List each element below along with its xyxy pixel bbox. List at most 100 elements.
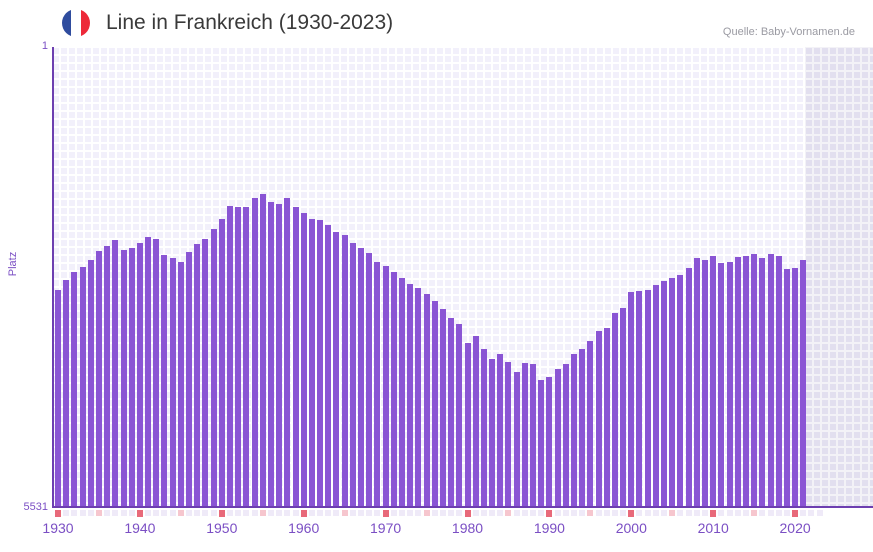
bar-1970[interactable] bbox=[382, 265, 389, 506]
bar-1999[interactable] bbox=[620, 308, 627, 506]
bar-1960[interactable] bbox=[300, 213, 307, 506]
bar-1950[interactable] bbox=[218, 218, 225, 506]
bar-1982[interactable] bbox=[480, 348, 487, 506]
bar-1945[interactable] bbox=[177, 261, 184, 506]
bar-1981[interactable] bbox=[472, 336, 479, 506]
bar-1998[interactable] bbox=[611, 312, 618, 506]
x-tick-mark-1934 bbox=[87, 510, 94, 516]
bar-1955[interactable] bbox=[259, 194, 266, 506]
bar-2017[interactable] bbox=[767, 254, 774, 506]
bar-2009[interactable] bbox=[702, 259, 708, 506]
bar-1951[interactable] bbox=[226, 205, 233, 506]
bar-1979[interactable] bbox=[456, 324, 463, 506]
bar-2014[interactable] bbox=[742, 255, 749, 506]
bar-1989[interactable] bbox=[538, 380, 545, 506]
x-tick-label-1930: 1930 bbox=[42, 520, 74, 536]
bar-2021[interactable] bbox=[800, 259, 807, 506]
bar-1957[interactable] bbox=[276, 203, 283, 506]
bar-1980[interactable] bbox=[464, 343, 471, 506]
bar-1958[interactable] bbox=[284, 198, 291, 506]
flag-stripe-red bbox=[80, 9, 90, 37]
bar-1939[interactable] bbox=[128, 248, 135, 506]
bar-2003[interactable] bbox=[652, 284, 659, 506]
bar-1986[interactable] bbox=[513, 371, 520, 506]
bar-2004[interactable] bbox=[661, 281, 668, 506]
bar-2015[interactable] bbox=[751, 254, 758, 506]
bar-1974[interactable] bbox=[415, 287, 422, 506]
bar-1993[interactable] bbox=[570, 353, 577, 506]
bar-1988[interactable] bbox=[530, 364, 537, 506]
bar-1943[interactable] bbox=[161, 254, 168, 506]
bar-1978[interactable] bbox=[448, 317, 455, 506]
bar-1966[interactable] bbox=[349, 243, 356, 506]
bar-2006[interactable] bbox=[677, 274, 684, 506]
x-tick-mark-1969 bbox=[374, 510, 381, 516]
bar-1997[interactable] bbox=[603, 328, 610, 506]
bar-2019[interactable] bbox=[783, 268, 790, 506]
bar-2018[interactable] bbox=[775, 255, 782, 506]
bar-1971[interactable] bbox=[390, 272, 397, 506]
bar-2016[interactable] bbox=[759, 258, 766, 506]
bar-2011[interactable] bbox=[718, 263, 725, 506]
bar-1991[interactable] bbox=[554, 369, 561, 506]
bar-1933[interactable] bbox=[79, 266, 86, 506]
bar-1962[interactable] bbox=[317, 220, 324, 506]
bar-1934[interactable] bbox=[87, 259, 94, 506]
bar-2008[interactable] bbox=[693, 258, 700, 506]
bar-1972[interactable] bbox=[398, 278, 405, 506]
bar-1935[interactable] bbox=[95, 250, 102, 506]
bar-2007[interactable] bbox=[685, 268, 692, 506]
bar-1952[interactable] bbox=[235, 207, 242, 506]
bar-1990[interactable] bbox=[546, 376, 553, 506]
bar-1949[interactable] bbox=[210, 228, 217, 506]
x-tick-mark-1958 bbox=[284, 510, 291, 516]
bar-1965[interactable] bbox=[341, 235, 348, 506]
bar-1937[interactable] bbox=[112, 240, 119, 506]
bar-1983[interactable] bbox=[489, 359, 496, 506]
bar-1977[interactable] bbox=[439, 309, 446, 506]
bar-1967[interactable] bbox=[358, 248, 365, 506]
bar-1947[interactable] bbox=[194, 244, 201, 506]
bar-2013[interactable] bbox=[734, 257, 741, 506]
bar-2002[interactable] bbox=[644, 290, 651, 506]
bar-1985[interactable] bbox=[505, 361, 512, 506]
bar-1964[interactable] bbox=[333, 231, 340, 506]
bar-1956[interactable] bbox=[267, 202, 274, 506]
bar-1996[interactable] bbox=[595, 330, 602, 506]
bar-1946[interactable] bbox=[186, 251, 193, 506]
bar-1992[interactable] bbox=[562, 364, 569, 506]
bar-1968[interactable] bbox=[366, 253, 373, 506]
bar-1959[interactable] bbox=[292, 207, 299, 506]
bar-1984[interactable] bbox=[497, 353, 504, 506]
bar-2020[interactable] bbox=[792, 268, 799, 506]
bar-2005[interactable] bbox=[669, 278, 676, 506]
bar-1961[interactable] bbox=[308, 218, 315, 506]
bar-1975[interactable] bbox=[423, 294, 430, 506]
bar-1932[interactable] bbox=[71, 272, 78, 506]
bar-1936[interactable] bbox=[104, 245, 111, 506]
bar-1987[interactable] bbox=[521, 362, 528, 506]
bar-1942[interactable] bbox=[153, 239, 160, 506]
bar-2000[interactable] bbox=[628, 292, 635, 506]
x-tick-mark-1989 bbox=[538, 510, 545, 516]
bar-1973[interactable] bbox=[407, 283, 414, 506]
bar-1963[interactable] bbox=[325, 225, 332, 506]
bar-1976[interactable] bbox=[431, 301, 438, 506]
bar-2012[interactable] bbox=[726, 261, 733, 506]
bar-1994[interactable] bbox=[579, 348, 586, 506]
bar-1995[interactable] bbox=[587, 341, 594, 506]
bar-1941[interactable] bbox=[145, 236, 152, 506]
bar-1944[interactable] bbox=[169, 258, 176, 506]
bar-2001[interactable] bbox=[636, 291, 643, 506]
bar-1940[interactable] bbox=[136, 243, 143, 506]
x-tick-mark-2011 bbox=[718, 510, 725, 516]
bar-1938[interactable] bbox=[120, 250, 127, 506]
bar-1930[interactable] bbox=[55, 289, 61, 506]
bar-2010[interactable] bbox=[710, 255, 717, 506]
bar-1969[interactable] bbox=[374, 261, 381, 506]
bar-1948[interactable] bbox=[202, 238, 209, 506]
bar-1954[interactable] bbox=[251, 198, 258, 506]
bar-1931[interactable] bbox=[63, 280, 70, 506]
bar-1953[interactable] bbox=[243, 207, 250, 506]
x-tick-mark-1987 bbox=[521, 510, 528, 516]
